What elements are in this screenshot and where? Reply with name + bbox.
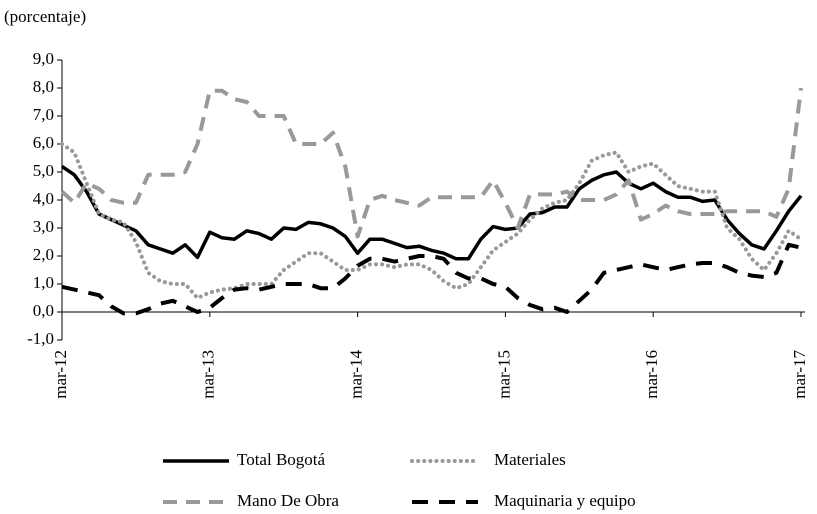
y-tick-label: 2,0 (33, 245, 54, 264)
legend-label: Materiales (494, 450, 566, 469)
y-tick-label: 3,0 (33, 217, 54, 236)
x-tick-label: mar-15 (494, 350, 513, 399)
y-tick-label: -1,0 (27, 329, 54, 348)
x-tick-label: mar-17 (790, 350, 809, 399)
line-series (60, 87, 803, 239)
legend-label: Maquinaria y equipo (494, 491, 636, 510)
x-tick-label: mar-16 (642, 350, 661, 399)
x-tick-label: mar-13 (199, 350, 218, 399)
y-tick-label: 6,0 (33, 133, 54, 152)
y-tick-label: 9,0 (33, 49, 54, 68)
y-tick-label: 5,0 (33, 161, 54, 180)
legend-label: Total Bogotá (237, 450, 326, 469)
y-tick-label: 1,0 (33, 273, 54, 292)
line-series (61, 164, 803, 261)
legend-label: Mano De Obra (237, 491, 339, 510)
unit-label: (porcentaje) (4, 7, 86, 26)
y-tick-label: 8,0 (33, 77, 54, 96)
x-tick-label: mar-14 (347, 350, 366, 399)
y-tick-label: 7,0 (33, 105, 54, 124)
y-tick-label: 4,0 (33, 189, 54, 208)
y-tick-label: 0,0 (33, 301, 54, 320)
line-series (61, 242, 802, 316)
line-series (60, 142, 803, 300)
x-tick-label: mar-12 (51, 350, 70, 399)
